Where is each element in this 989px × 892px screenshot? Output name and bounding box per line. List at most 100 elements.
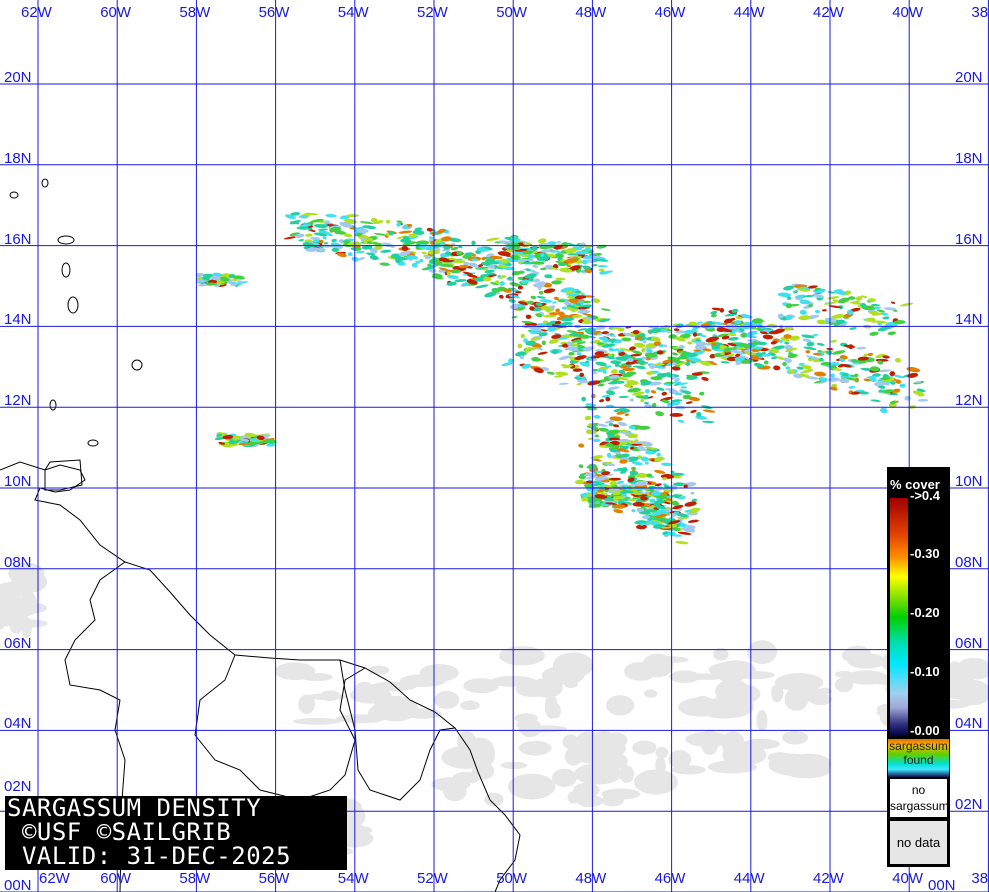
sargassum-patch [830,386,838,391]
sargassum-patch [654,456,664,462]
no-data-area [719,683,761,704]
sargassum-patch [606,452,612,458]
sargassum-patch [664,501,671,505]
sargassum-patch [684,509,691,513]
sargassum-patch [535,313,543,318]
sargassum-patch [587,255,601,260]
sargassum-patch [527,254,535,259]
sargassum-patch [643,442,653,446]
sargassum-patch [296,226,310,230]
sargassum-patch [594,349,605,352]
sargassum-patch [598,318,611,323]
sargassum-patch [530,336,539,341]
sargassum-patch [658,494,667,500]
sargassum-patch [462,271,473,275]
sargassum-patch [650,327,662,333]
sargassum-patch [317,228,329,231]
sargassum-patch [636,508,644,513]
sargassum-patch [595,361,607,367]
sargassum-patch [380,249,392,253]
sargassum-patch [675,356,690,360]
sargassum-patch [505,249,512,252]
sargassum-patch [685,352,698,357]
no-data-area [844,645,871,661]
sargassum-patch [892,374,905,379]
sargassum-patch [662,477,667,481]
sargassum-patch [889,371,896,376]
sargassum-patch [627,388,641,393]
sargassum-patch [524,348,530,354]
no-data-area [669,670,701,683]
sargassum-patch [838,378,850,383]
sargassum-patch [618,369,626,375]
sargassum-patch [369,248,378,254]
sargassum-patch [782,357,789,361]
sargassum-patch [889,400,897,405]
sargassum-patch [450,242,456,246]
sargassum-patch [339,221,353,228]
sargassum-patch [665,508,674,513]
sargassum-patch [701,376,709,381]
sargassum-patch [576,341,586,345]
sargassum-patch [528,277,534,282]
sargassum-patch [507,276,513,281]
sargassum-patch [629,470,638,476]
sargassum-patch [645,520,660,525]
sargassum-patch [846,377,860,381]
sargassum-patch [608,488,620,494]
sargassum-patch [521,363,532,369]
sargassum-patch [367,241,372,245]
border [194,654,366,801]
lat-label-left: 02N [4,778,32,795]
sargassum-patch [877,369,892,373]
lat-label-left: 10N [4,473,32,490]
no-data-area [767,752,792,763]
sargassum-patch [798,362,805,366]
sargassum-patch [354,247,362,251]
trinidad [44,459,83,491]
sargassum-patch [508,299,516,303]
sargassum-patch [594,351,605,356]
lon-label-bottom: 60W [100,870,132,887]
sargassum-patch [869,376,877,383]
sargassum-patch [687,519,699,523]
sargassum-patch [598,268,605,272]
sargassum-patch [524,273,537,279]
sargassum-patch [548,305,556,309]
legend-tick: -0.00 [910,723,940,738]
sargassum-patch [650,376,663,381]
sargassum-patch [581,396,587,402]
sargassum-patch [616,376,629,381]
sargassum-patch [654,517,667,521]
sargassum-patch [463,261,470,266]
sargassum-patch [871,303,880,307]
sargassum-patch [566,330,578,334]
sargassum-patch [812,293,825,299]
sargassum-patch [511,315,518,319]
sargassum-patch [666,330,671,334]
sargassum-patch [497,264,508,269]
sargassum-patch [814,371,827,377]
sargassum-patch [313,232,327,237]
sargassum-patch [811,333,819,337]
no-data-area [507,773,556,800]
sargassum-patch [309,237,321,240]
sargassum-patch [466,279,478,285]
sargassum-patch [667,402,672,407]
sargassum-patch [398,230,413,234]
no-data-area [516,720,541,729]
sargassum-patch [440,263,454,268]
sargassum-patch [677,419,685,423]
sargassum-patch [673,383,680,386]
sargassum-patch [849,327,857,330]
sargassum-patch [494,280,500,284]
sargassum-patch [720,361,730,364]
sargassum-patch [617,454,625,457]
sargassum-patch [322,236,327,240]
sargassum-patch [419,258,424,263]
sargassum-patch [541,340,546,346]
sargassum-patch [693,349,701,352]
no-data-area [756,709,768,732]
legend-title: % cover [890,477,940,492]
